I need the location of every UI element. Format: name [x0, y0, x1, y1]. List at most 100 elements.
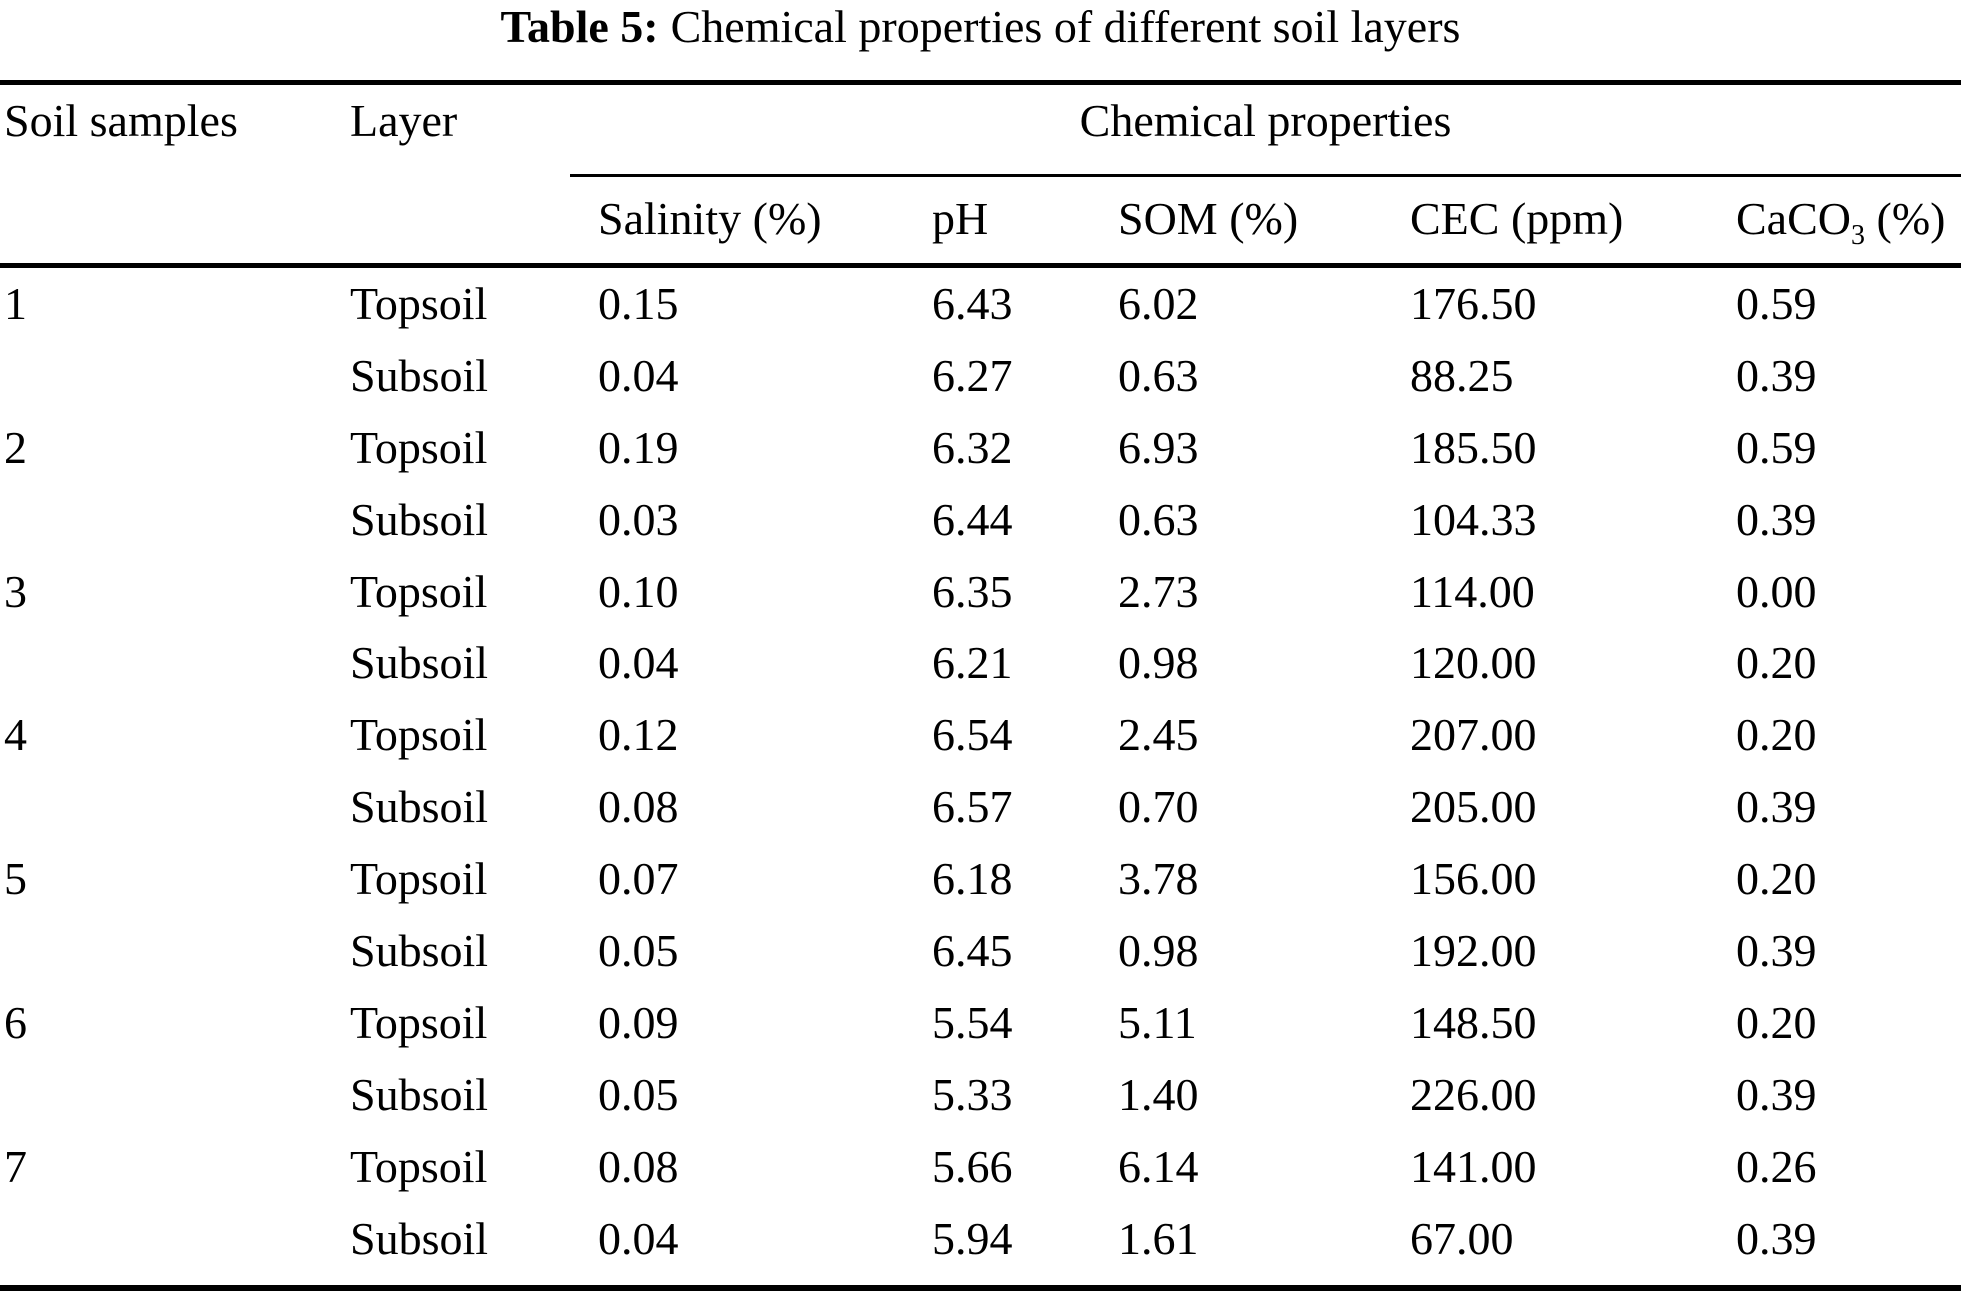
cell-cec: 88.25	[1410, 349, 1514, 401]
cell-caco3: 0.26	[1736, 1140, 1817, 1192]
table-caption-text: Chemical properties of different soil la…	[670, 1, 1461, 52]
cell-cec: 148.50	[1410, 996, 1537, 1048]
cell-som: 6.93	[1118, 421, 1199, 473]
caco3-subscript: 3	[1851, 220, 1865, 251]
cell-sample-number: 4	[4, 709, 27, 761]
cell-caco3: 0.39	[1736, 1212, 1817, 1264]
column-header-caco3: CaCO3 (%)	[1736, 193, 1946, 250]
cell-cec: 205.00	[1410, 781, 1537, 833]
table-row: 7 Topsoil 0.08 5.66 6.14 141.00 0.26	[0, 1131, 1961, 1203]
cell-caco3: 0.39	[1736, 493, 1817, 545]
table-caption-number: Table 5:	[500, 1, 659, 52]
cell-salinity: 0.08	[598, 1140, 679, 1192]
cell-ph: 6.54	[932, 709, 1013, 761]
column-header-salinity: Salinity (%)	[598, 193, 822, 244]
cell-ph: 5.33	[932, 1068, 1013, 1120]
cell-layer: Topsoil	[350, 996, 488, 1048]
cell-caco3: 0.20	[1736, 853, 1817, 905]
cell-ph: 6.57	[932, 781, 1013, 833]
cell-som: 5.11	[1118, 996, 1197, 1048]
column-header-cec: CEC (ppm)	[1410, 193, 1624, 244]
table-row: Subsoil 0.05 6.45 0.98 192.00 0.39	[0, 915, 1961, 987]
table-row: Subsoil 0.04 6.27 0.63 88.25 0.39	[0, 340, 1961, 412]
cell-caco3: 0.20	[1736, 709, 1817, 761]
table-row: 6 Topsoil 0.09 5.54 5.11 148.50 0.20	[0, 987, 1961, 1059]
bottom-rule	[0, 1285, 1961, 1291]
column-header-soil-samples: Soil samples	[4, 95, 238, 146]
cell-salinity: 0.12	[598, 709, 679, 761]
cell-cec: 207.00	[1410, 709, 1537, 761]
cell-caco3: 0.59	[1736, 421, 1817, 473]
table-body: 1 Topsoil 0.15 6.43 6.02 176.50 0.59 Sub…	[0, 268, 1961, 1274]
cell-salinity: 0.05	[598, 924, 679, 976]
cell-caco3: 0.39	[1736, 924, 1817, 976]
cell-som: 0.63	[1118, 493, 1199, 545]
cell-som: 6.14	[1118, 1140, 1199, 1192]
cell-salinity: 0.19	[598, 421, 679, 473]
top-rule	[0, 80, 1961, 85]
cell-cec: 104.33	[1410, 493, 1537, 545]
cell-caco3: 0.39	[1736, 1068, 1817, 1120]
cell-layer: Topsoil	[350, 1140, 488, 1192]
header-rule	[0, 263, 1961, 268]
cell-cec: 226.00	[1410, 1068, 1537, 1120]
caco3-unit: (%)	[1865, 193, 1946, 244]
cell-som: 0.98	[1118, 924, 1199, 976]
cell-salinity: 0.04	[598, 637, 679, 689]
chemical-properties-group-rule	[570, 174, 1961, 177]
cell-cec: 192.00	[1410, 924, 1537, 976]
table-caption: Table 5: Chemical properties of different…	[0, 4, 1961, 50]
table-row: Subsoil 0.05 5.33 1.40 226.00 0.39	[0, 1059, 1961, 1131]
cell-ph: 6.32	[932, 421, 1013, 473]
cell-som: 0.98	[1118, 637, 1199, 689]
cell-sample-number: 5	[4, 853, 27, 905]
cell-layer: Topsoil	[350, 565, 488, 617]
cell-sample-number: 3	[4, 565, 27, 617]
cell-cec: 120.00	[1410, 637, 1537, 689]
cell-salinity: 0.09	[598, 996, 679, 1048]
cell-layer: Subsoil	[350, 1068, 489, 1120]
column-header-som: SOM (%)	[1118, 193, 1299, 244]
cell-ph: 6.45	[932, 924, 1013, 976]
cell-sample-number: 2	[4, 421, 27, 473]
cell-som: 3.78	[1118, 853, 1199, 905]
table-row: Subsoil 0.04 6.21 0.98 120.00 0.20	[0, 627, 1961, 699]
cell-ph: 6.21	[932, 637, 1013, 689]
cell-ph: 6.18	[932, 853, 1013, 905]
cell-ph: 5.66	[932, 1140, 1013, 1192]
cell-layer: Topsoil	[350, 853, 488, 905]
cell-layer: Subsoil	[350, 924, 489, 976]
cell-caco3: 0.59	[1736, 277, 1817, 329]
cell-ph: 5.54	[932, 996, 1013, 1048]
cell-cec: 114.00	[1410, 565, 1535, 617]
cell-layer: Subsoil	[350, 637, 489, 689]
cell-cec: 67.00	[1410, 1212, 1514, 1264]
table-row: 4 Topsoil 0.12 6.54 2.45 207.00 0.20	[0, 699, 1961, 771]
cell-cec: 141.00	[1410, 1140, 1537, 1192]
cell-salinity: 0.05	[598, 1068, 679, 1120]
cell-salinity: 0.15	[598, 277, 679, 329]
column-header-layer: Layer	[350, 95, 458, 146]
cell-layer: Subsoil	[350, 493, 489, 545]
cell-ph: 6.43	[932, 277, 1013, 329]
cell-som: 6.02	[1118, 277, 1199, 329]
cell-layer: Topsoil	[350, 709, 488, 761]
table-row: 5 Topsoil 0.07 6.18 3.78 156.00 0.20	[0, 843, 1961, 915]
cell-cec: 156.00	[1410, 853, 1537, 905]
cell-som: 0.63	[1118, 349, 1199, 401]
cell-layer: Topsoil	[350, 277, 488, 329]
cell-som: 2.73	[1118, 565, 1199, 617]
cell-salinity: 0.07	[598, 853, 679, 905]
cell-layer: Topsoil	[350, 421, 488, 473]
cell-salinity: 0.04	[598, 349, 679, 401]
column-group-header-chemical-properties: Chemical properties	[1079, 95, 1452, 146]
table-row: Subsoil 0.03 6.44 0.63 104.33 0.39	[0, 484, 1961, 556]
cell-som: 1.40	[1118, 1068, 1199, 1120]
table-row: Subsoil 0.04 5.94 1.61 67.00 0.39	[0, 1203, 1961, 1275]
cell-ph: 6.35	[932, 565, 1013, 617]
cell-salinity: 0.10	[598, 565, 679, 617]
cell-ph: 6.27	[932, 349, 1013, 401]
cell-caco3: 0.20	[1736, 637, 1817, 689]
cell-salinity: 0.08	[598, 781, 679, 833]
table-row: 3 Topsoil 0.10 6.35 2.73 114.00 0.00	[0, 556, 1961, 628]
